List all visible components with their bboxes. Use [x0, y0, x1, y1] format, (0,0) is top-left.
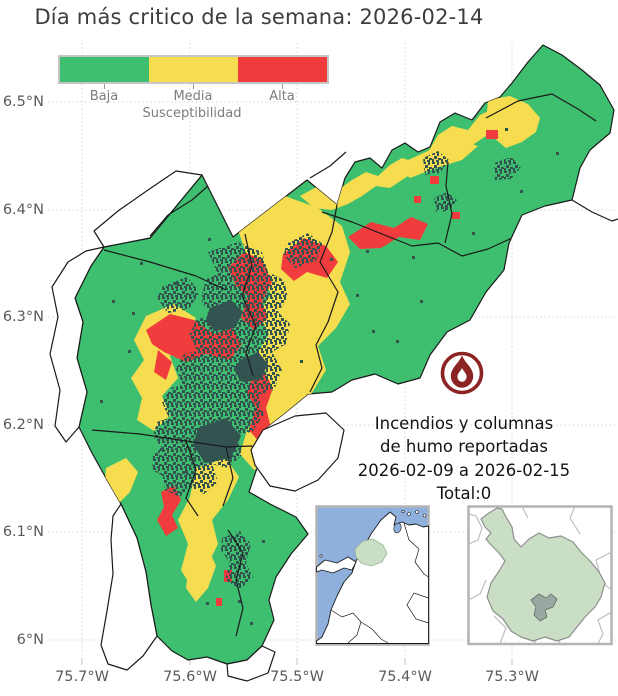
y-tick-6-2n: 6.2°N: [2, 417, 44, 433]
legend-label-media: Media: [173, 89, 213, 104]
legend-label-baja: Baja: [89, 89, 119, 104]
legend-title: Susceptibilidad: [142, 106, 242, 121]
legend-swatch-alta: [238, 57, 327, 82]
legend-swatch-media: [149, 57, 238, 82]
municipality-boundaries: [91, 93, 597, 637]
fire-report-annotation: Incendios y columnas de humo reportadas …: [338, 412, 590, 506]
y-tick-6-3n: 6.3°N: [2, 309, 44, 325]
x-tick-75-6w: 75.6°W: [163, 669, 217, 685]
annotation-line-2: de humo reportadas: [380, 437, 548, 457]
legend-tick-baja: [104, 84, 105, 89]
y-tick-6n: 6°N: [16, 632, 44, 648]
annotation-line-1: Incendios y columnas: [374, 414, 554, 433]
inset-colombia-map: [315, 505, 430, 646]
y-tick-6-1n: 6.1°N: [2, 524, 44, 540]
annotation-line-3: 2026-02-09 a 2026-02-15: [357, 460, 571, 480]
page-title: Día más critico de la semana: 2026-02-14: [34, 5, 484, 29]
susceptibility-legend: [58, 55, 329, 84]
fire-icon: [440, 351, 484, 395]
uncolored-municipalities: [49, 151, 618, 682]
legend-swatch-baja: [60, 57, 149, 82]
x-axis-ticks: [81, 658, 513, 665]
inset-antioquia-region-highlight: [530, 593, 558, 622]
annotation-line-4: Total:0: [436, 484, 492, 504]
legend-label-alta: Alta: [269, 89, 295, 104]
legend-tick-alta: [282, 84, 283, 89]
y-tick-6-4n: 6.4°N: [2, 202, 44, 218]
x-tick-75-7w: 75.7°W: [55, 669, 109, 685]
inset-colombia-antioquia-highlight: [354, 538, 388, 567]
dark-area-patches: [100, 128, 559, 625]
inset-antioquia-department: [480, 507, 606, 642]
y-tick-6-5n: 6.5°N: [2, 94, 44, 110]
x-tick-75-5w: 75.5°W: [270, 669, 324, 685]
x-tick-75-3w: 75.3°W: [485, 669, 539, 685]
x-tick-75-4w: 75.4°W: [378, 669, 432, 685]
legend-tick-media: [193, 84, 194, 89]
inset-antioquia-map: [467, 505, 613, 646]
